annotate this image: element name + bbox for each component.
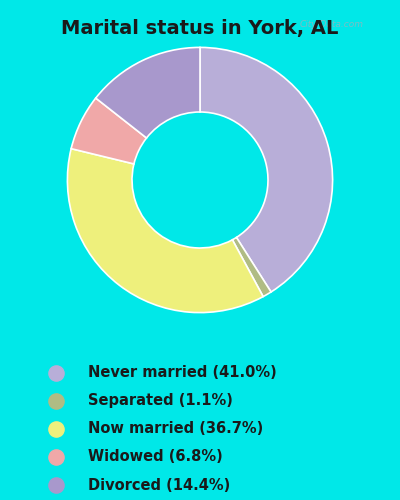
Point <box>53 481 59 489</box>
Text: Now married (36.7%): Now married (36.7%) <box>88 421 263 436</box>
Text: Separated (1.1%): Separated (1.1%) <box>88 393 233 408</box>
Wedge shape <box>71 98 146 164</box>
Wedge shape <box>232 238 271 296</box>
Point <box>53 396 59 404</box>
Text: Widowed (6.8%): Widowed (6.8%) <box>88 450 223 464</box>
Text: Marital status in York, AL: Marital status in York, AL <box>61 19 339 38</box>
Text: Never married (41.0%): Never married (41.0%) <box>88 365 277 380</box>
Wedge shape <box>68 148 263 312</box>
Point <box>53 424 59 432</box>
Wedge shape <box>96 48 200 138</box>
Wedge shape <box>200 48 332 292</box>
Point <box>53 453 59 461</box>
Text: City-Data.com: City-Data.com <box>299 20 363 29</box>
Point <box>53 368 59 376</box>
Text: Divorced (14.4%): Divorced (14.4%) <box>88 478 230 492</box>
